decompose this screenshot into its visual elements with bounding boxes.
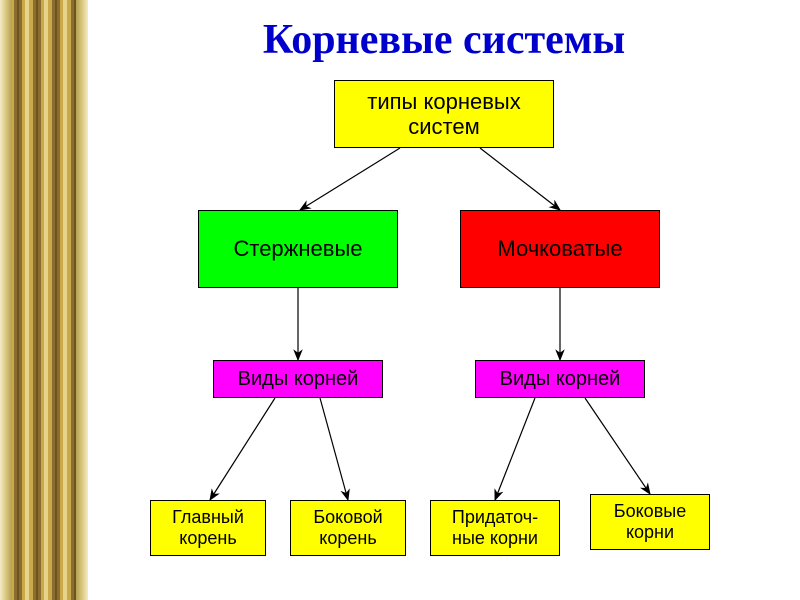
edge-root-fib: [480, 148, 560, 210]
edge-kinds2-side2: [585, 398, 650, 494]
edge-kinds1-main: [210, 398, 275, 500]
edge-root-tap: [300, 148, 400, 210]
node-side2: Боковыекорни: [590, 494, 710, 550]
page-title: Корневые системы: [88, 16, 800, 64]
node-kinds1: Виды корней: [213, 360, 383, 398]
node-tap: Стержневые: [198, 210, 398, 288]
node-side1: Боковойкорень: [290, 500, 406, 556]
node-advent: Придаточ-ные корни: [430, 500, 560, 556]
edge-kinds2-advent: [495, 398, 535, 500]
node-kinds2: Виды корней: [475, 360, 645, 398]
left-ornament-border: [0, 0, 88, 600]
node-fib: Мочковатые: [460, 210, 660, 288]
node-main: Главныйкорень: [150, 500, 266, 556]
node-root: типы корневыхсистем: [334, 80, 554, 148]
edge-kinds1-side1: [320, 398, 348, 500]
